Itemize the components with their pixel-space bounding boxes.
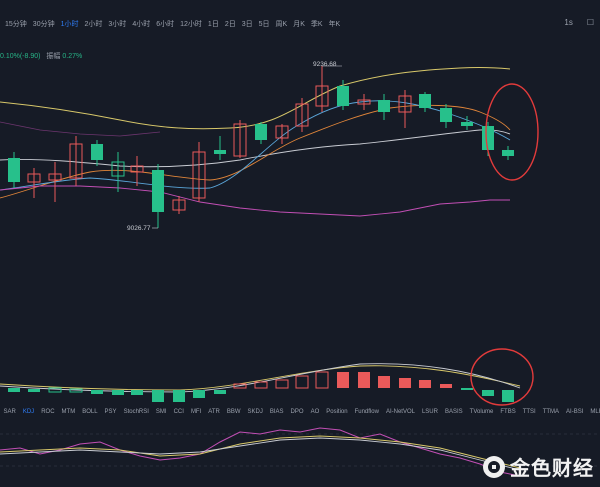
ma-line-yellow <box>0 67 511 130</box>
timeframe-tab[interactable]: 5日 <box>258 21 270 28</box>
price-change: 0.10%(-8.90) <box>0 53 41 60</box>
indicator-tab[interactable]: BOLL <box>82 409 98 415</box>
indicator-tab[interactable]: Fundflow <box>354 409 379 415</box>
fullscreen-icon[interactable]: ☐ <box>586 18 594 27</box>
timeframe-tab[interactable]: 3日 <box>241 21 253 28</box>
indicator-tab[interactable]: BIAS <box>269 409 284 415</box>
indicator-tab[interactable]: AI-BSI <box>566 409 584 415</box>
timeframe-tab[interactable]: 12小时 <box>180 21 202 28</box>
timeframe-tab[interactable]: 6小时 <box>156 21 175 28</box>
timeframe-tab[interactable]: 季K <box>310 21 323 28</box>
amplitude-label: 振幅 <box>46 53 61 60</box>
watermark: 金色财经 <box>483 452 594 481</box>
indicator-tab[interactable]: FTBS <box>500 409 516 415</box>
candlestick-chart[interactable] <box>0 40 600 300</box>
indicator-tab[interactable]: TTMA <box>542 409 560 415</box>
timeframe-tab[interactable]: 1日 <box>207 21 219 28</box>
indicator-tab[interactable]: BASIS <box>444 409 463 415</box>
indicator-tabs: SAR KDJ ROC MTM BOLL PSY StochRSI SMI CCI MFI ATR B… <box>0 406 600 418</box>
boll-upper-line <box>0 121 161 137</box>
low-price-label: 9026.77 <box>127 225 151 232</box>
sub-line-white <box>0 363 521 393</box>
timeframe-tab[interactable]: 30分钟 <box>32 21 55 28</box>
timeframe-tab[interactable]: 周K <box>275 21 288 28</box>
jinse-logo-icon <box>483 455 505 478</box>
indicator-tab[interactable]: AO <box>310 409 320 415</box>
indicator-tab[interactable]: TTSI <box>522 409 536 415</box>
toolbar-right: 1s ☐ <box>564 18 594 27</box>
indicator-tab[interactable]: MTM <box>61 409 76 415</box>
timeframe-list: 15分钟 30分钟 1小时 2小时 3小时 4小时 6小时 12小时 1日 2日 3日 5日 周K 月K 季… <box>2 19 343 29</box>
ma-line-white <box>0 129 511 168</box>
interval-seconds-button[interactable]: 1s <box>564 18 573 27</box>
timeframe-tab[interactable]: 月K <box>293 21 305 28</box>
timeframe-tab[interactable]: 年K <box>328 21 341 28</box>
indicator-tab[interactable]: ATR <box>208 409 220 415</box>
timeframe-tab[interactable]: 2小时 <box>84 21 103 28</box>
histogram-bars <box>8 371 514 402</box>
indicator-tab[interactable]: TVolume <box>469 409 494 415</box>
indicator-tab[interactable]: AI-NetVOL <box>385 409 415 415</box>
indicator-tab[interactable]: LSUR <box>421 409 438 415</box>
highlight-circle <box>485 83 539 181</box>
timeframe-toolbar: 15分钟 30分钟 1小时 2小时 3小时 4小时 6小时 12小时 1日 2日 3日 5日 周K 月K 季… <box>0 0 600 40</box>
candles <box>8 66 514 228</box>
indicator-tab[interactable]: SAR <box>3 409 16 415</box>
indicator-tab[interactable]: SMI <box>155 409 167 415</box>
watermark-text: 金色财经 <box>510 456 594 480</box>
timeframe-tab[interactable]: 2日 <box>224 21 236 28</box>
indicator-tab[interactable]: SKDJ <box>247 409 263 415</box>
timeframe-tab[interactable]: 1小时 <box>60 21 79 28</box>
histogram-highlight-circle <box>470 348 534 406</box>
high-price-label: 9236.68 <box>313 61 337 68</box>
indicator-tab[interactable]: DPO <box>290 409 304 415</box>
indicator-tab[interactable]: KDJ <box>22 409 35 415</box>
amplitude-value: 0.27% <box>62 53 83 60</box>
indicator-tab[interactable]: MLR <box>590 409 600 415</box>
osc-line-white <box>0 437 521 471</box>
indicator-tab[interactable]: CCI <box>173 409 184 415</box>
boll-lower-line <box>0 185 510 217</box>
osc-line-yellow <box>0 435 521 469</box>
indicator-tab[interactable]: BBW <box>226 409 241 415</box>
indicator-tab[interactable]: ROC <box>41 409 55 415</box>
price-stats: 0.10%(-8.90) 振幅 0.27% <box>0 51 82 61</box>
histogram-chart <box>0 348 534 406</box>
timeframe-tab[interactable]: 4小时 <box>132 21 151 28</box>
indicator-tab[interactable]: PSY <box>104 409 117 415</box>
timeframe-tab[interactable]: 15分钟 <box>5 21 27 28</box>
timeframe-tab[interactable]: 3小时 <box>108 21 127 28</box>
ma-line-orange <box>0 104 511 199</box>
indicator-tab[interactable]: MFI <box>190 409 202 415</box>
sub-line-yellow <box>0 365 521 391</box>
indicator-tab[interactable]: StochRSI <box>123 409 149 415</box>
indicator-tab[interactable]: Position <box>326 409 348 415</box>
osc-line-purple <box>0 427 521 477</box>
